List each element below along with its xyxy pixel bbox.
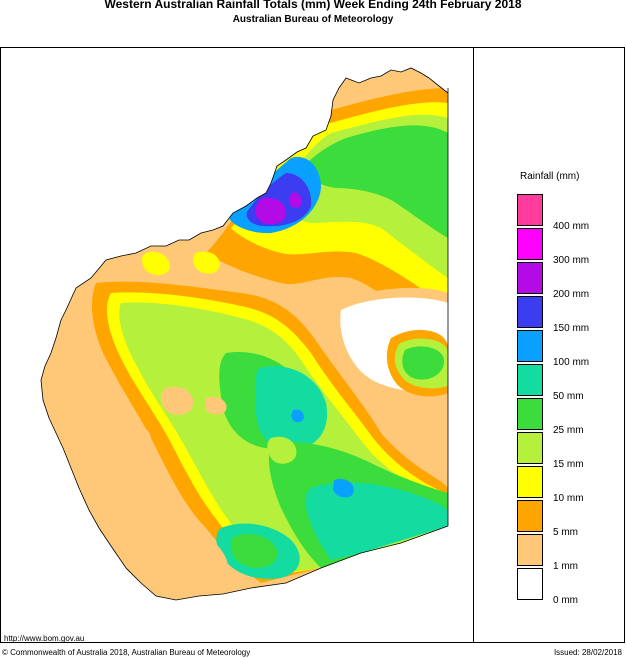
source-url[interactable]: http://www.bom.gov.au [4,634,85,643]
legend-swatch [517,262,543,294]
legend-tick-label: 10 mm [553,493,584,504]
copyright-notice: © Commonwealth of Australia 2018, Austra… [2,648,251,657]
legend-tick-label: 1 mm [553,561,578,572]
legend-title: Rainfall (mm) [520,171,580,182]
legend-tick-label: 200 mm [553,289,590,300]
legend-swatch [517,364,543,396]
legend-swatch [517,432,543,464]
legend-tick-label: 150 mm [553,323,590,334]
legend-swatch [517,500,543,532]
legend-tick-label: 300 mm [553,255,590,266]
map-title: Western Australian Rainfall Totals (mm) … [104,0,522,11]
legend-swatch [517,296,543,328]
legend-swatch [517,568,543,600]
legend-tick-label: 5 mm [553,527,578,538]
rainfall-map [40,67,449,601]
legend-tick-label: 100 mm [553,357,590,368]
map-frame [0,47,625,643]
issued-date: Issued: 28/02/2018 [553,648,622,657]
legend-swatch [517,534,543,566]
rainfall-contours [41,68,448,600]
legend-tick-label: 25 mm [553,425,584,436]
legend-divider [473,47,474,643]
map-subtitle: Australian Bureau of Meteorology [232,14,394,25]
legend-swatch [517,466,543,498]
legend-swatch [517,398,543,430]
legend-tick-label: 0 mm [553,595,578,606]
legend-swatch [517,228,543,260]
legend-swatch [517,194,543,226]
legend-tick-label: 50 mm [553,391,584,402]
legend-tick-label: 15 mm [553,459,584,470]
legend-swatch [517,330,543,362]
legend-tick-label: 400 mm [553,221,590,232]
